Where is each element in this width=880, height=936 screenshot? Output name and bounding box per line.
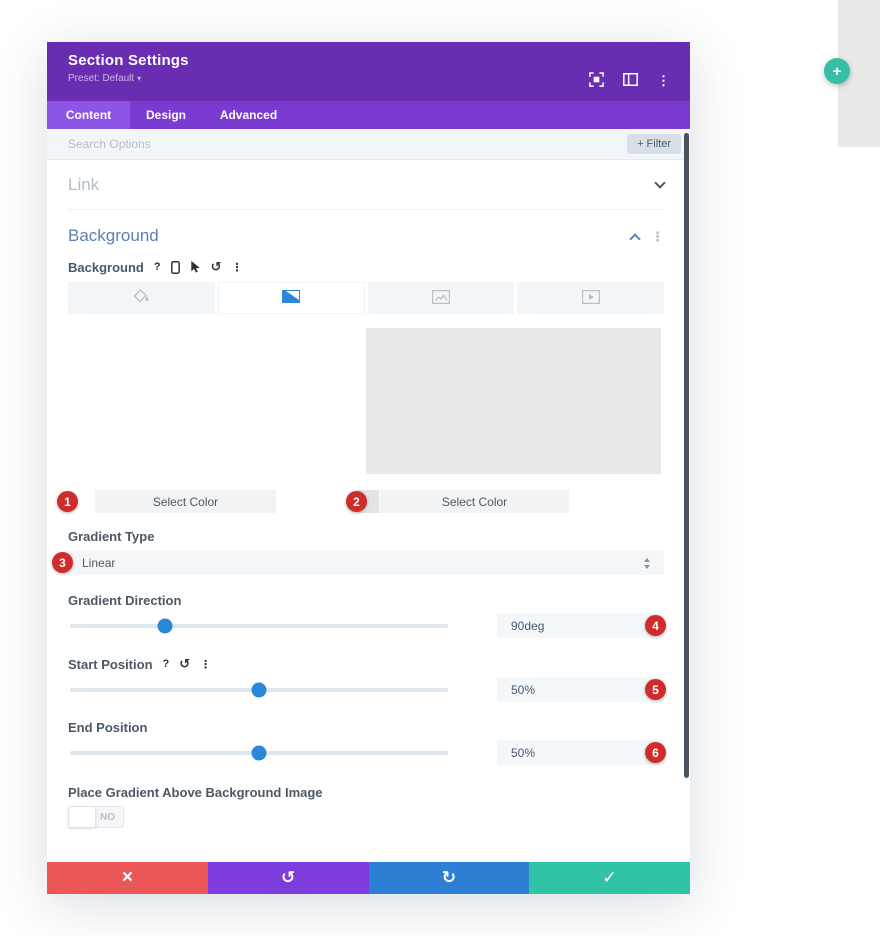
gradient-direction-row: 4: [68, 613, 666, 639]
expand-icon: [589, 71, 604, 90]
toggle-knob[interactable]: [68, 806, 96, 828]
search-input[interactable]: [68, 137, 628, 151]
section-kebab-icon[interactable]: ⋮: [651, 228, 664, 244]
gradient-direction-label: Gradient Direction: [68, 593, 182, 608]
image-icon: [431, 289, 450, 307]
redo-button[interactable]: ↻: [368, 862, 530, 894]
gradient-color-stops-row: 1 Select Color 2 Select Color: [57, 490, 664, 513]
gradient-type-select[interactable]: 3 Linear: [52, 551, 664, 575]
gradient-icon: [282, 290, 301, 306]
background-field-label: Background: [68, 259, 144, 275]
start-position-input[interactable]: [497, 677, 664, 702]
end-position-row: 6: [68, 740, 666, 766]
annotation-badge-4: 4: [645, 615, 666, 636]
annotation-badge-5: 5: [645, 679, 666, 700]
discard-button[interactable]: ×: [47, 862, 208, 894]
help-icon[interactable]: ?: [162, 658, 170, 670]
end-position-label: End Position: [68, 720, 148, 735]
select-arrows-icon: [644, 557, 650, 569]
background-type-tabs: [68, 282, 664, 314]
gradient-direction-slider[interactable]: [70, 618, 448, 634]
split-view-button[interactable]: [623, 72, 638, 89]
bg-type-image-tab[interactable]: [367, 282, 515, 314]
bg-type-gradient-tab[interactable]: [217, 282, 365, 314]
tab-advanced[interactable]: Advanced: [219, 108, 278, 122]
settings-tabbar: Content Design Advanced: [47, 101, 690, 129]
reset-icon[interactable]: ↺: [210, 259, 222, 274]
section-settings-modal: Section Settings Preset: Default ▾: [47, 42, 690, 894]
annotation-badge-6: 6: [645, 742, 666, 763]
background-section-header[interactable]: Background ⋮: [68, 226, 664, 246]
caret-down-icon: ▾: [137, 74, 142, 83]
help-icon[interactable]: ?: [153, 261, 161, 273]
bg-type-video-tab[interactable]: [517, 282, 664, 314]
undo-button[interactable]: ↺: [207, 862, 369, 894]
split-view-icon: [623, 72, 638, 89]
plus-icon: +: [832, 62, 842, 80]
filter-button[interactable]: + Filter: [627, 134, 681, 154]
modal-title: Section Settings: [68, 52, 189, 69]
slider-thumb[interactable]: [251, 745, 267, 761]
chevron-down-icon[interactable]: [654, 176, 666, 189]
modal-titles: Section Settings Preset: Default ▾: [68, 52, 589, 101]
reset-icon[interactable]: ↺: [179, 656, 191, 671]
chevron-up-icon[interactable]: [629, 232, 641, 245]
bg-type-color-tab[interactable]: [68, 282, 215, 314]
link-section-header[interactable]: Link: [68, 160, 666, 210]
responsive-phone-icon[interactable]: [170, 260, 180, 274]
add-section-button[interactable]: +: [824, 58, 850, 84]
modal-footer: × ↺ ↻ ✓: [47, 862, 690, 894]
place-gradient-toggle[interactable]: NO: [68, 806, 124, 828]
link-section-title: Link: [68, 174, 100, 194]
annotation-badge-3: 3: [52, 552, 73, 573]
undo-icon: ↺: [281, 868, 296, 887]
hover-cursor-icon[interactable]: [190, 260, 201, 274]
modal-header: Section Settings Preset: Default ▾: [47, 42, 690, 101]
preset-label: Preset: Default: [68, 73, 135, 84]
select-color-button-2[interactable]: Select Color: [380, 490, 569, 513]
gradient-preview: [366, 328, 661, 474]
video-icon: [581, 289, 600, 307]
annotation-badge-1: 1: [57, 491, 78, 512]
slider-thumb[interactable]: [157, 618, 172, 634]
preset-selector[interactable]: Preset: Default ▾: [68, 73, 589, 84]
gradient-direction-input[interactable]: [497, 613, 664, 638]
save-button[interactable]: ✓: [529, 862, 690, 894]
redo-icon: ↻: [441, 868, 456, 887]
end-position-input[interactable]: [497, 740, 664, 765]
modal-menu-button[interactable]: ⋮: [657, 73, 670, 89]
header-icon-group: ⋮: [589, 52, 670, 101]
gradient-type-label: Gradient Type: [68, 529, 155, 544]
start-position-label: Start Position: [68, 656, 153, 672]
tab-design[interactable]: Design: [145, 108, 186, 122]
place-gradient-label: Place Gradient Above Background Image: [68, 785, 323, 800]
background-section-title: Background: [68, 226, 159, 245]
search-row: + Filter: [47, 129, 690, 160]
check-icon: ✓: [602, 868, 617, 887]
background-field-row: Background ? ↺ ⋮: [68, 259, 664, 275]
select-color-button-1[interactable]: Select Color: [95, 490, 276, 513]
field-kebab-icon[interactable]: ⋮: [200, 658, 212, 671]
tab-content[interactable]: Content: [47, 101, 130, 129]
settings-body: Link Background ⋮ Background ?: [47, 160, 690, 862]
modal-scrollbar[interactable]: [684, 133, 689, 778]
kebab-menu-icon: ⋮: [657, 72, 670, 88]
start-position-slider[interactable]: [70, 682, 448, 698]
expand-modal-button[interactable]: [589, 71, 604, 90]
slider-thumb[interactable]: [251, 682, 267, 698]
paint-bucket-icon: [133, 289, 150, 307]
toggle-value: NO: [100, 812, 115, 823]
field-kebab-icon[interactable]: ⋮: [231, 261, 243, 274]
start-position-label-row: Start Position ? ↺ ⋮: [68, 656, 664, 672]
start-position-row: 5: [68, 677, 666, 703]
annotation-badge-2: 2: [346, 491, 367, 512]
close-icon: ×: [121, 867, 133, 888]
end-position-slider[interactable]: [70, 745, 448, 761]
gradient-type-value: Linear: [82, 556, 116, 570]
